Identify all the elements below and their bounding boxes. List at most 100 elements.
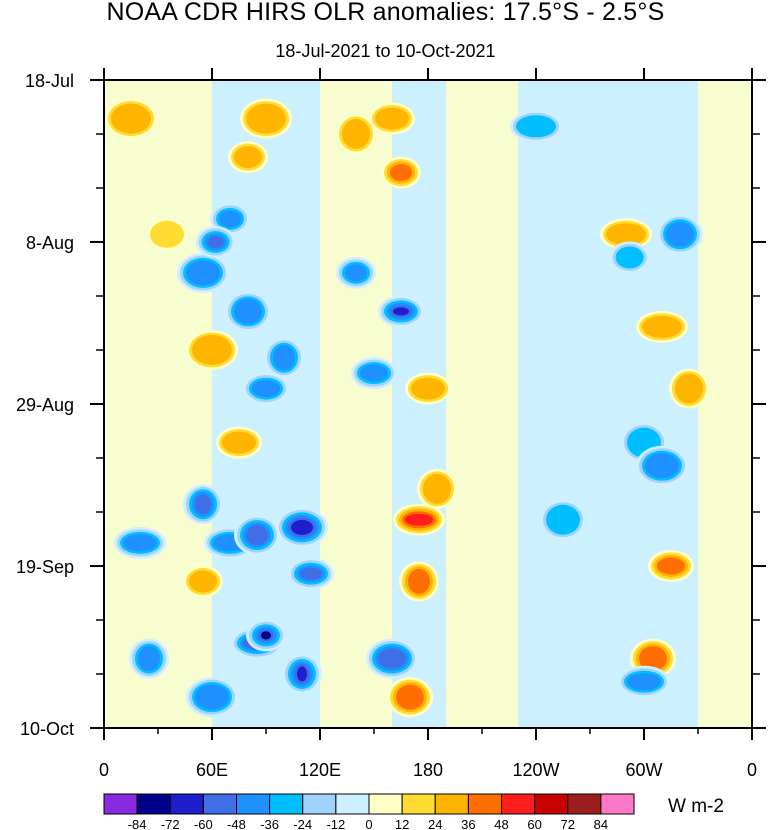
colorbar-swatch (335, 793, 370, 815)
colorbar-units: W m-2 (668, 796, 724, 817)
anomaly-contour (234, 298, 262, 324)
anomaly-contour (378, 648, 406, 669)
weak-positive-band (320, 80, 392, 728)
colorbar-label: 72 (561, 817, 575, 830)
anomaly-contour (234, 146, 262, 169)
colorbar-label: -12 (326, 817, 345, 830)
anomaly-contour (345, 264, 367, 282)
chart-subtitle: 18-Jul-2021 to 10-Oct-2021 (275, 41, 496, 61)
colorbar-label: -48 (227, 817, 246, 830)
colorbar-swatch (534, 793, 569, 815)
anomaly-contour (375, 107, 409, 130)
colorbar-swatch (302, 793, 337, 815)
anomaly-contour (393, 307, 409, 316)
colorbar-label: -24 (293, 817, 312, 830)
anomaly-contour (138, 646, 160, 672)
anomaly-contour (342, 119, 370, 149)
colorbar-swatch (169, 793, 204, 815)
anomaly-contour (246, 103, 286, 134)
x-tick-label: 120E (299, 760, 341, 780)
colorbar-swatch (368, 793, 403, 815)
anomaly-contour (219, 210, 241, 228)
colorbar-swatch (202, 793, 237, 815)
colorbar: -84 -72 -60 -48 -36 -24 -12 0 12 24 36 48 60 72 84 (103, 793, 635, 830)
x-tick-label: 180 (413, 760, 443, 780)
x-tick-label: 60E (196, 760, 228, 780)
colorbar-label: 12 (395, 817, 409, 830)
anomaly-contour (408, 568, 430, 594)
colorbar-label: -60 (194, 817, 213, 830)
anomaly-contour (405, 513, 433, 526)
y-tick-label: 19-Sep (16, 557, 74, 577)
anomaly-contour (645, 453, 679, 479)
anomaly-contour (390, 164, 412, 182)
x-axis: 0 60E 120E 180 120W 60W 0 (99, 68, 757, 780)
colorbar-label: -72 (161, 817, 180, 830)
anomaly-contour (246, 525, 268, 546)
weak-positive-band (104, 80, 212, 728)
colorbar-label: 0 (365, 817, 372, 830)
anomaly-contour (273, 345, 295, 371)
colorbar-swatch (567, 793, 602, 815)
plot-area (103, 79, 753, 729)
anomaly-contour (291, 519, 313, 535)
x-tick-label: 120W (512, 760, 559, 780)
anomaly-contour (192, 335, 232, 365)
anomaly-contour (111, 103, 151, 134)
anomaly-contour (297, 666, 307, 682)
y-axis: 18-Jul 8-Aug 29-Aug 19-Sep 10-Oct (16, 71, 766, 739)
colorbar-swatch (434, 793, 469, 815)
colorbar-label: 84 (594, 817, 608, 830)
anomaly-contour (627, 673, 661, 691)
anomaly-contour (186, 260, 220, 286)
anomaly-contour (666, 221, 694, 247)
anomaly-contour (189, 570, 217, 593)
anomaly-contour (195, 684, 229, 710)
colorbar-swatch (103, 793, 138, 815)
anomaly-contour (150, 220, 184, 248)
colorbar-swatch (467, 793, 502, 815)
anomaly-contour (195, 494, 211, 515)
y-tick-label: 8-Aug (26, 233, 74, 253)
anomaly-contour (657, 557, 685, 575)
anomaly-contour (675, 373, 703, 404)
anomaly-contour (546, 504, 580, 535)
colorbar-label: 36 (461, 817, 475, 830)
y-tick-label: 18-Jul (25, 71, 74, 91)
weak-positive-band (446, 80, 518, 728)
anomaly-contour (606, 223, 646, 246)
anomaly-contour (615, 246, 644, 269)
anomaly-contour (261, 631, 271, 640)
colorbar-label: -36 (260, 817, 279, 830)
anomaly-contour (516, 115, 556, 138)
colorbar-label: -84 (128, 817, 147, 830)
colorbar-swatch (600, 793, 635, 815)
anomaly-contour (252, 380, 280, 398)
colorbar-label: 48 (494, 817, 508, 830)
anomaly-contour (411, 377, 445, 400)
anomaly-contour (396, 684, 424, 710)
y-tick-label: 29-Aug (16, 395, 74, 415)
colorbar-swatch (136, 793, 171, 815)
anomaly-contour (423, 473, 451, 504)
colorbar-swatch (501, 793, 536, 815)
anomaly-contour (123, 534, 157, 552)
colorbar-swatch (401, 793, 436, 815)
y-tick-label: 10-Oct (20, 719, 74, 739)
anomaly-contour (300, 567, 322, 580)
anomaly-contour (642, 315, 682, 338)
anomaly-contour (222, 431, 256, 454)
x-tick-label: 0 (99, 760, 109, 780)
anomaly-field (104, 80, 752, 728)
colorbar-swatch (236, 793, 271, 815)
x-tick-label: 60W (625, 760, 662, 780)
weak-positive-band (698, 80, 752, 728)
x-tick-label: 0 (747, 760, 757, 780)
anomaly-contour (360, 364, 388, 382)
chart-title: NOAA CDR HIRS OLR anomalies: 17.5°S - 2.… (106, 0, 665, 26)
anomaly-contour (639, 646, 667, 672)
colorbar-label: 60 (527, 817, 541, 830)
colorbar-label: 24 (428, 817, 442, 830)
colorbar-swatch (269, 793, 304, 815)
